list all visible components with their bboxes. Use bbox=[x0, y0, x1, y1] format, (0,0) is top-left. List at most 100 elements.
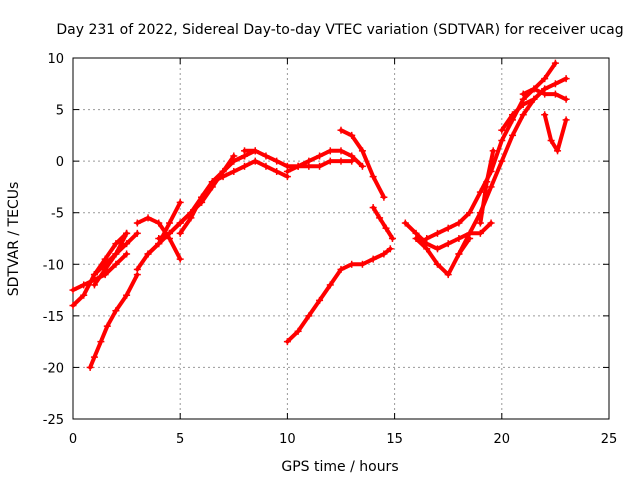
data-point bbox=[519, 100, 527, 108]
data-point bbox=[187, 214, 195, 222]
data-point bbox=[466, 229, 474, 237]
series-line bbox=[285, 148, 365, 174]
data-point bbox=[112, 307, 120, 315]
data-point bbox=[133, 219, 141, 227]
x-tick-label: 10 bbox=[279, 432, 296, 447]
data-point bbox=[251, 147, 259, 155]
data-point bbox=[498, 157, 506, 165]
data-point bbox=[86, 363, 94, 371]
data-point bbox=[348, 152, 356, 160]
y-tick-label: -20 bbox=[43, 361, 64, 376]
data-point bbox=[251, 157, 259, 165]
data-point bbox=[547, 137, 555, 145]
y-tick-label: -25 bbox=[43, 413, 64, 428]
data-point bbox=[358, 260, 366, 268]
data-point bbox=[380, 250, 388, 258]
data-point bbox=[230, 167, 238, 175]
data-point bbox=[487, 219, 495, 227]
data-point bbox=[476, 219, 484, 227]
y-tick-label: -15 bbox=[43, 310, 64, 325]
data-point bbox=[176, 198, 184, 206]
x-tick-label: 5 bbox=[176, 432, 184, 447]
data-point bbox=[551, 59, 559, 67]
data-point bbox=[466, 209, 474, 217]
data-point bbox=[519, 90, 527, 98]
y-axis-label: SDTVAR / TECUs bbox=[6, 182, 22, 297]
data-point bbox=[562, 95, 570, 103]
y-tick-label: 10 bbox=[47, 52, 64, 67]
data-point bbox=[348, 260, 356, 268]
data-point bbox=[283, 338, 291, 346]
data-point bbox=[455, 235, 463, 242]
data-point bbox=[433, 260, 441, 268]
data-point bbox=[241, 147, 249, 155]
data-point bbox=[294, 327, 302, 335]
data-point bbox=[554, 147, 562, 155]
data-point bbox=[541, 111, 549, 119]
data-point bbox=[176, 219, 184, 227]
data-point bbox=[483, 178, 491, 186]
x-tick-label: 0 bbox=[69, 432, 77, 447]
data-point bbox=[90, 353, 98, 361]
y-tick-label: -10 bbox=[43, 258, 64, 273]
series-arc-16 bbox=[283, 245, 394, 346]
data-point bbox=[305, 157, 313, 165]
series-arc-23 bbox=[519, 85, 570, 103]
data-point bbox=[103, 322, 111, 330]
data-point bbox=[165, 229, 173, 237]
data-point bbox=[230, 157, 238, 165]
data-point bbox=[326, 147, 334, 155]
data-point bbox=[380, 193, 388, 201]
data-point bbox=[369, 173, 377, 181]
data-point bbox=[509, 131, 517, 139]
data-point bbox=[562, 116, 570, 124]
data-point bbox=[144, 214, 152, 222]
data-point bbox=[144, 250, 152, 258]
y-tick-label: 0 bbox=[56, 155, 64, 170]
data-point bbox=[208, 178, 216, 186]
data-point bbox=[358, 162, 366, 170]
data-point bbox=[489, 147, 497, 155]
data-point bbox=[562, 75, 570, 83]
data-point bbox=[123, 240, 131, 248]
data-point bbox=[155, 219, 163, 227]
data-point bbox=[80, 281, 88, 289]
series-line bbox=[178, 148, 258, 236]
series-line bbox=[542, 112, 569, 153]
data-point bbox=[423, 235, 431, 242]
data-point bbox=[388, 235, 396, 242]
data-point bbox=[69, 302, 77, 310]
data-point bbox=[337, 265, 345, 273]
data-point bbox=[541, 90, 549, 98]
data-point bbox=[401, 219, 409, 227]
y-tick-label: 5 bbox=[56, 104, 64, 119]
data-point bbox=[112, 260, 120, 268]
data-point bbox=[509, 111, 517, 119]
series-arc-21 bbox=[476, 147, 497, 227]
data-point bbox=[551, 80, 559, 88]
data-point bbox=[80, 291, 88, 299]
series-arc-4 bbox=[86, 271, 141, 371]
data-point bbox=[358, 147, 366, 155]
data-point bbox=[123, 250, 131, 258]
series-arc-5 bbox=[90, 229, 141, 279]
plot-frame bbox=[72, 57, 610, 420]
data-point bbox=[112, 240, 120, 248]
data-point bbox=[369, 255, 377, 263]
data-point bbox=[337, 126, 345, 134]
data-point bbox=[326, 157, 334, 165]
data-point bbox=[530, 95, 538, 103]
series-arc-13 bbox=[283, 147, 366, 175]
data-point bbox=[316, 296, 324, 304]
grid-lines bbox=[73, 58, 609, 419]
series-line bbox=[414, 236, 472, 277]
data-point bbox=[455, 250, 463, 258]
series-arc-14 bbox=[337, 126, 388, 201]
data-point bbox=[97, 338, 105, 346]
data-point bbox=[283, 167, 291, 175]
data-point bbox=[273, 157, 281, 165]
series-line bbox=[88, 272, 140, 370]
data-point bbox=[69, 286, 77, 294]
data-point bbox=[412, 235, 420, 242]
data-point bbox=[444, 224, 452, 232]
